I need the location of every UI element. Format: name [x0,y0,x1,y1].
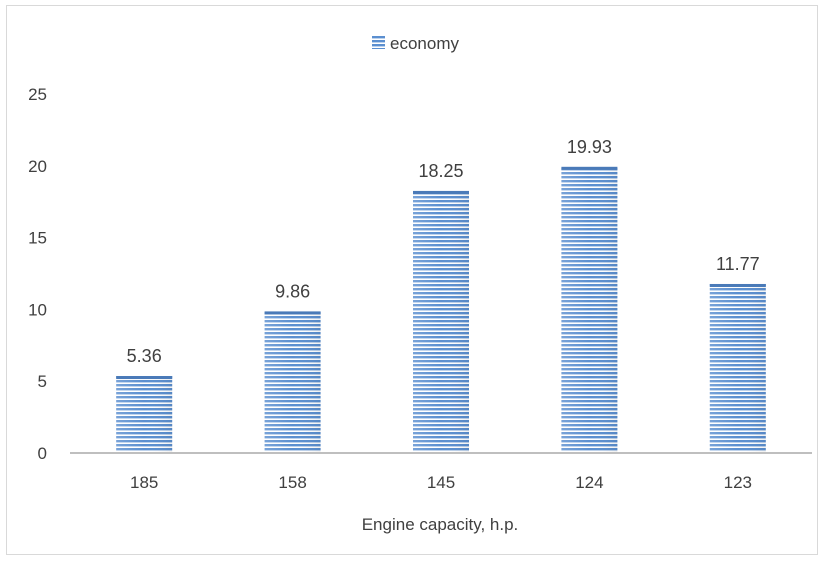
x-tick-label: 124 [575,473,603,492]
data-label: 18.25 [418,161,463,181]
bar-shade [116,376,173,453]
x-tick-label: 158 [278,473,306,492]
y-tick-label: 5 [38,372,47,391]
y-tick-label: 25 [28,85,47,104]
bar-top-edge [116,376,173,380]
bar-top-edge [561,166,618,170]
bar-top-edge [709,283,766,287]
x-tick-label: 145 [427,473,455,492]
chart-frame [6,5,818,555]
bar-top-edge [264,311,321,315]
bar-top-edge [413,190,469,194]
bar-shade [709,283,766,453]
legend: economy [372,34,459,53]
data-label: 19.93 [567,137,612,157]
bar-shade [264,311,321,453]
x-axis-ticks: 185 158 145 124 123 [130,473,752,492]
y-tick-label: 0 [38,444,47,463]
x-tick-label: 123 [724,473,752,492]
data-label: 11.77 [716,254,760,274]
data-label: 5.36 [127,346,162,366]
bar-shade [561,166,618,453]
bar-shade [413,190,469,453]
legend-label: economy [390,34,459,53]
y-tick-label: 15 [28,229,47,248]
data-labels: 5.36 9.86 18.25 19.93 11.77 [127,137,760,366]
x-axis-title: Engine capacity, h.p. [362,515,519,534]
bars [116,166,766,453]
x-tick-label: 185 [130,473,158,492]
legend-swatch [372,36,385,49]
y-axis-ticks: 0 5 10 15 20 25 [28,85,47,463]
y-tick-label: 10 [28,300,47,319]
y-tick-label: 20 [28,157,47,176]
data-label: 9.86 [275,281,310,301]
